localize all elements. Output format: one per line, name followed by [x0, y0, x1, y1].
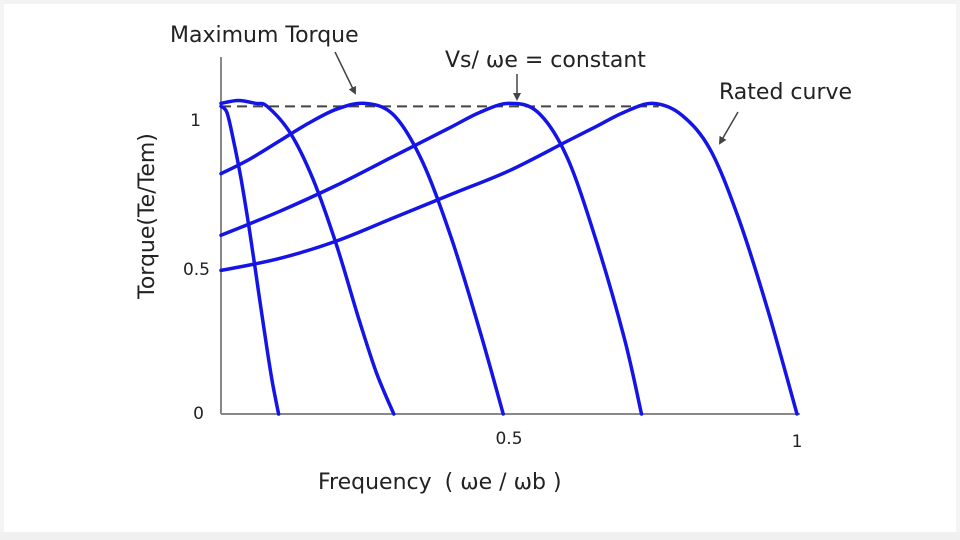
frame-right	[956, 0, 960, 540]
torque-curve-1	[219, 104, 281, 416]
torque-curve-2	[219, 98, 396, 416]
annotation-maximum-torque: Maximum Torque	[170, 23, 359, 48]
annotation-rated-curve-arrow	[718, 111, 739, 145]
torque-curve-5	[219, 101, 799, 416]
y-axis-title: Torque(Te/Tem)	[135, 133, 160, 300]
x-axis-title-unit: ( ωe / ωb )	[445, 470, 562, 495]
x-tick-label-0-5: 0.5	[495, 429, 522, 449]
frame-bottom	[0, 532, 960, 540]
torque-curve-4	[219, 101, 644, 416]
annotation-vs-ratio: Vs/ ωe = constant	[445, 48, 646, 73]
y-tick-label-0-5: 0.5	[183, 260, 210, 280]
frame-top	[0, 0, 960, 4]
y-tick-label-1: 1	[190, 111, 201, 131]
torque-curve-3	[219, 101, 505, 416]
annotation-rated-curve: Rated curve	[719, 80, 852, 105]
x-axis-title: Frequency ( ωe / ωb )	[318, 470, 562, 495]
y-tick-label-0: 0	[193, 404, 204, 424]
frame-left	[0, 0, 4, 540]
annotation-maximum-torque-arrow	[334, 51, 356, 95]
series-group	[219, 98, 799, 416]
x-axis-title-text: Frequency	[318, 470, 432, 495]
x-tick-label-1: 1	[792, 432, 803, 452]
